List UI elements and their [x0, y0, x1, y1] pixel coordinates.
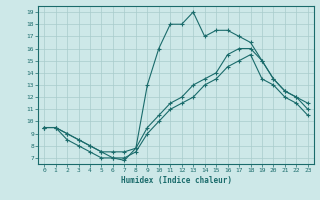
X-axis label: Humidex (Indice chaleur): Humidex (Indice chaleur) — [121, 176, 231, 185]
